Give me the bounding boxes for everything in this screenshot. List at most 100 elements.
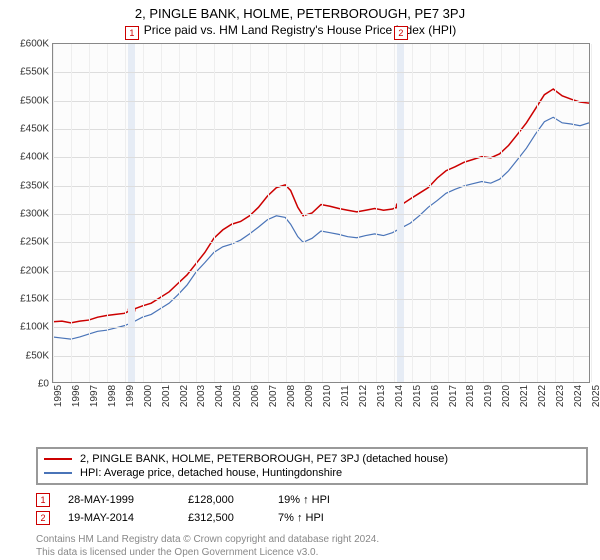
footer-attribution: Contains HM Land Registry data © Crown c… xyxy=(36,533,588,559)
y-axis-label: £300K xyxy=(20,209,53,220)
x-axis-label: 2009 xyxy=(304,385,315,407)
gridline-v xyxy=(125,44,126,382)
chart-subtitle: Price paid vs. HM Land Registry's House … xyxy=(0,21,600,43)
x-axis-label: 2005 xyxy=(232,385,243,407)
x-axis-label: 2007 xyxy=(268,385,279,407)
sales-row: 128-MAY-1999£128,00019% ↑ HPI xyxy=(36,491,588,509)
gridline-v xyxy=(250,44,251,382)
x-axis-label: 2013 xyxy=(376,385,387,407)
x-axis-label: 2014 xyxy=(394,385,405,407)
gridline-h xyxy=(53,101,589,102)
gridline-v xyxy=(591,44,592,382)
x-axis-label: 2001 xyxy=(161,385,172,407)
gridline-v xyxy=(304,44,305,382)
sales-marker-id: 2 xyxy=(36,511,50,525)
footer-line-2: This data is licensed under the Open Gov… xyxy=(36,546,588,559)
sales-hpi-pct: 7% ↑ HPI xyxy=(278,512,368,524)
y-axis-label: £50K xyxy=(26,350,53,361)
gridline-h xyxy=(53,356,589,357)
y-axis-label: £250K xyxy=(20,237,53,248)
gridline-h xyxy=(53,157,589,158)
gridline-h xyxy=(53,299,589,300)
gridline-v xyxy=(196,44,197,382)
x-axis-label: 2020 xyxy=(501,385,512,407)
gridline-v xyxy=(340,44,341,382)
x-axis-label: 2010 xyxy=(322,385,333,407)
gridline-v xyxy=(501,44,502,382)
gridline-v xyxy=(143,44,144,382)
gridline-v xyxy=(394,44,395,382)
x-axis-label: 2008 xyxy=(286,385,297,407)
shaded-region xyxy=(397,44,404,382)
x-axis-label: 2003 xyxy=(196,385,207,407)
gridline-v xyxy=(268,44,269,382)
x-axis-label: 2022 xyxy=(537,385,548,407)
legend-label: HPI: Average price, detached house, Hunt… xyxy=(80,467,342,479)
gridline-v xyxy=(555,44,556,382)
y-axis-label: £0 xyxy=(38,379,53,390)
y-axis-label: £400K xyxy=(20,152,53,163)
gridline-v xyxy=(573,44,574,382)
gridline-v xyxy=(214,44,215,382)
sales-row: 219-MAY-2014£312,5007% ↑ HPI xyxy=(36,509,588,527)
gridline-v xyxy=(322,44,323,382)
gridline-v xyxy=(412,44,413,382)
gridline-h xyxy=(53,271,589,272)
sales-price: £128,000 xyxy=(188,494,278,506)
gridline-v xyxy=(448,44,449,382)
gridline-v xyxy=(430,44,431,382)
x-axis-label: 2016 xyxy=(430,385,441,407)
y-axis-label: £600K xyxy=(20,39,53,50)
x-axis-label: 1995 xyxy=(53,385,64,407)
x-axis-label: 2018 xyxy=(465,385,476,407)
gridline-h xyxy=(53,72,589,73)
gridline-v xyxy=(519,44,520,382)
sales-table: 128-MAY-1999£128,00019% ↑ HPI219-MAY-201… xyxy=(36,491,588,527)
gridline-h xyxy=(53,186,589,187)
gridline-v xyxy=(89,44,90,382)
legend-swatch xyxy=(44,472,72,474)
x-axis-label: 1998 xyxy=(107,385,118,407)
gridline-v xyxy=(161,44,162,382)
y-axis-label: £350K xyxy=(20,180,53,191)
gridline-v xyxy=(483,44,484,382)
x-axis-label: 2017 xyxy=(448,385,459,407)
y-axis-label: £550K xyxy=(20,67,53,78)
x-axis-label: 2011 xyxy=(340,385,351,407)
gridline-v xyxy=(53,44,54,382)
gridline-v xyxy=(465,44,466,382)
gridline-h xyxy=(53,214,589,215)
y-axis-label: £450K xyxy=(20,124,53,135)
gridline-v xyxy=(107,44,108,382)
x-axis-label: 2019 xyxy=(483,385,494,407)
x-axis-label: 2012 xyxy=(358,385,369,407)
gridline-h xyxy=(53,327,589,328)
gridline-v xyxy=(537,44,538,382)
sale-marker-box: 2 xyxy=(394,26,408,40)
x-axis-label: 2004 xyxy=(214,385,225,407)
x-axis-label: 2021 xyxy=(519,385,530,407)
legend-box: 2, PINGLE BANK, HOLME, PETERBOROUGH, PE7… xyxy=(36,447,588,485)
sales-marker-id: 1 xyxy=(36,493,50,507)
gridline-v xyxy=(71,44,72,382)
legend-row: HPI: Average price, detached house, Hunt… xyxy=(44,466,580,480)
legend-row: 2, PINGLE BANK, HOLME, PETERBOROUGH, PE7… xyxy=(44,452,580,466)
sales-price: £312,500 xyxy=(188,512,278,524)
sales-hpi-pct: 19% ↑ HPI xyxy=(278,494,368,506)
legend-swatch xyxy=(44,458,72,460)
x-axis-label: 1996 xyxy=(71,385,82,407)
x-axis-label: 1999 xyxy=(125,385,136,407)
gridline-v xyxy=(286,44,287,382)
x-axis-label: 1997 xyxy=(89,385,100,407)
x-axis-label: 2006 xyxy=(250,385,261,407)
x-axis-label: 2002 xyxy=(179,385,190,407)
gridline-v xyxy=(376,44,377,382)
plot-region: £0£50K£100K£150K£200K£250K£300K£350K£400… xyxy=(52,43,590,383)
y-axis-label: £500K xyxy=(20,95,53,106)
x-axis-label: 2000 xyxy=(143,385,154,407)
gridline-v xyxy=(179,44,180,382)
footer-line-1: Contains HM Land Registry data © Crown c… xyxy=(36,533,588,546)
chart-title: 2, PINGLE BANK, HOLME, PETERBOROUGH, PE7… xyxy=(0,0,600,21)
chart-area: £0£50K£100K£150K£200K£250K£300K£350K£400… xyxy=(52,43,590,401)
gridline-v xyxy=(232,44,233,382)
